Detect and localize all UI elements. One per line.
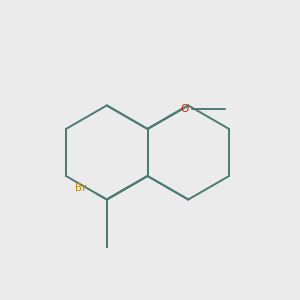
Text: Br: Br: [75, 183, 86, 193]
Text: O: O: [181, 104, 189, 114]
